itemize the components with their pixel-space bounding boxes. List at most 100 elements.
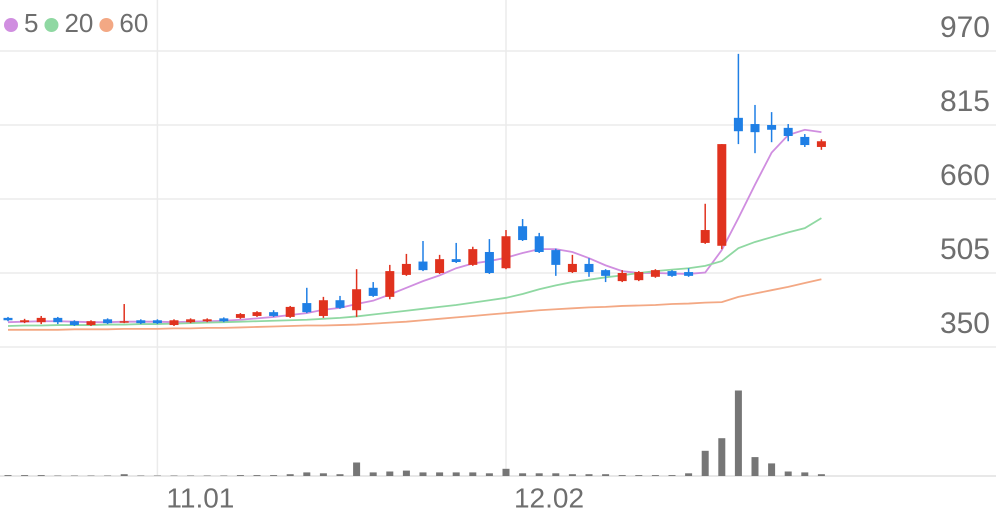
volume-bar [768,463,776,476]
x-tick-label: 12.02 [514,482,584,513]
candle-body [302,303,312,313]
candle-body [69,321,79,326]
candle-body [202,319,212,322]
legend-marker [4,18,18,32]
candle-body [119,321,129,323]
volume-bar [21,475,29,476]
candle-body [53,317,63,323]
candle-body [733,117,743,132]
volume-bar [253,475,261,476]
candle-body [186,319,196,323]
candle-body [567,263,577,273]
candle-body [617,273,627,282]
legend-label: 60 [119,8,148,38]
volume-bar [37,475,45,476]
candle-body [86,321,96,326]
candle-body [700,230,710,243]
candle-body [783,127,793,136]
volume-bar [303,472,311,476]
candle-body [767,125,777,130]
candle-body [750,124,760,133]
volume-bar [436,472,444,476]
candle-body [252,312,262,316]
candle-body [169,320,179,326]
candle-body [551,250,561,265]
volume-bar [4,475,12,476]
legend-label: 5 [24,8,38,38]
volume-bar [734,390,742,476]
candle-body [534,236,544,252]
candle-body [36,317,46,323]
candle-body [418,261,428,271]
volume-bar [618,475,626,476]
volume-bar [585,474,593,476]
candle-body [518,226,528,241]
legend-label: 20 [64,8,93,38]
candle-body [219,318,229,322]
candle-body [285,306,295,317]
volume-bar [718,438,726,476]
candle-body [368,287,378,296]
legend-marker [99,18,114,32]
volume-bar [635,475,643,476]
volume-bar [651,475,659,476]
volume-bar [369,472,377,476]
candle-body [435,259,445,273]
volume-bar [402,470,410,476]
volume-bar [535,473,543,476]
volume-bar [668,475,676,476]
candle-body [634,272,644,281]
candle-body [269,312,279,316]
volume-bar [319,473,327,476]
x-tick-label: 11.01 [166,482,234,513]
volume-bar [236,475,244,476]
volume-bar [502,468,510,476]
candle-body [401,263,411,275]
candle-body [451,259,461,263]
volume-bar [701,450,709,476]
legend-marker [44,18,59,32]
volume-bar [784,471,792,476]
candle-body [136,320,146,324]
volume-bar [353,462,361,476]
candle-body [650,270,660,277]
candle-body [352,289,362,311]
y-tick-label: 970 [940,11,990,44]
volume-bar [568,474,576,476]
candle-body [601,270,611,276]
volume-bar [419,472,427,476]
candle-body [235,314,245,318]
ma-line [7,128,822,324]
candle-body [501,236,511,269]
candle-body [484,251,494,273]
volume-bar [602,474,610,476]
candle-body [800,136,810,146]
ma-line [7,217,822,327]
candle-body [103,319,113,324]
volume-bar [485,473,493,476]
candle-body [584,263,594,273]
candle-body [20,320,30,323]
volume-bar [336,474,344,476]
volume-bar [270,475,278,476]
volume-bar [801,472,809,476]
volume-bar [120,474,128,476]
y-tick-label: 815 [940,85,990,118]
candle-body [318,300,328,316]
volume-bar [469,472,477,476]
candle-body [335,300,345,308]
volume-bar [386,471,394,476]
volume-bar [751,457,759,476]
volume-bar [286,474,294,476]
candle-body [816,141,826,147]
y-tick-label: 505 [940,233,990,266]
candle-body [152,320,162,324]
y-tick-label: 660 [940,159,990,192]
candle-body [385,271,395,297]
candle-body [3,317,13,321]
candle-body [667,271,677,276]
volume-bar [519,473,527,476]
candle-body [468,249,478,265]
volume-bar [552,473,560,476]
